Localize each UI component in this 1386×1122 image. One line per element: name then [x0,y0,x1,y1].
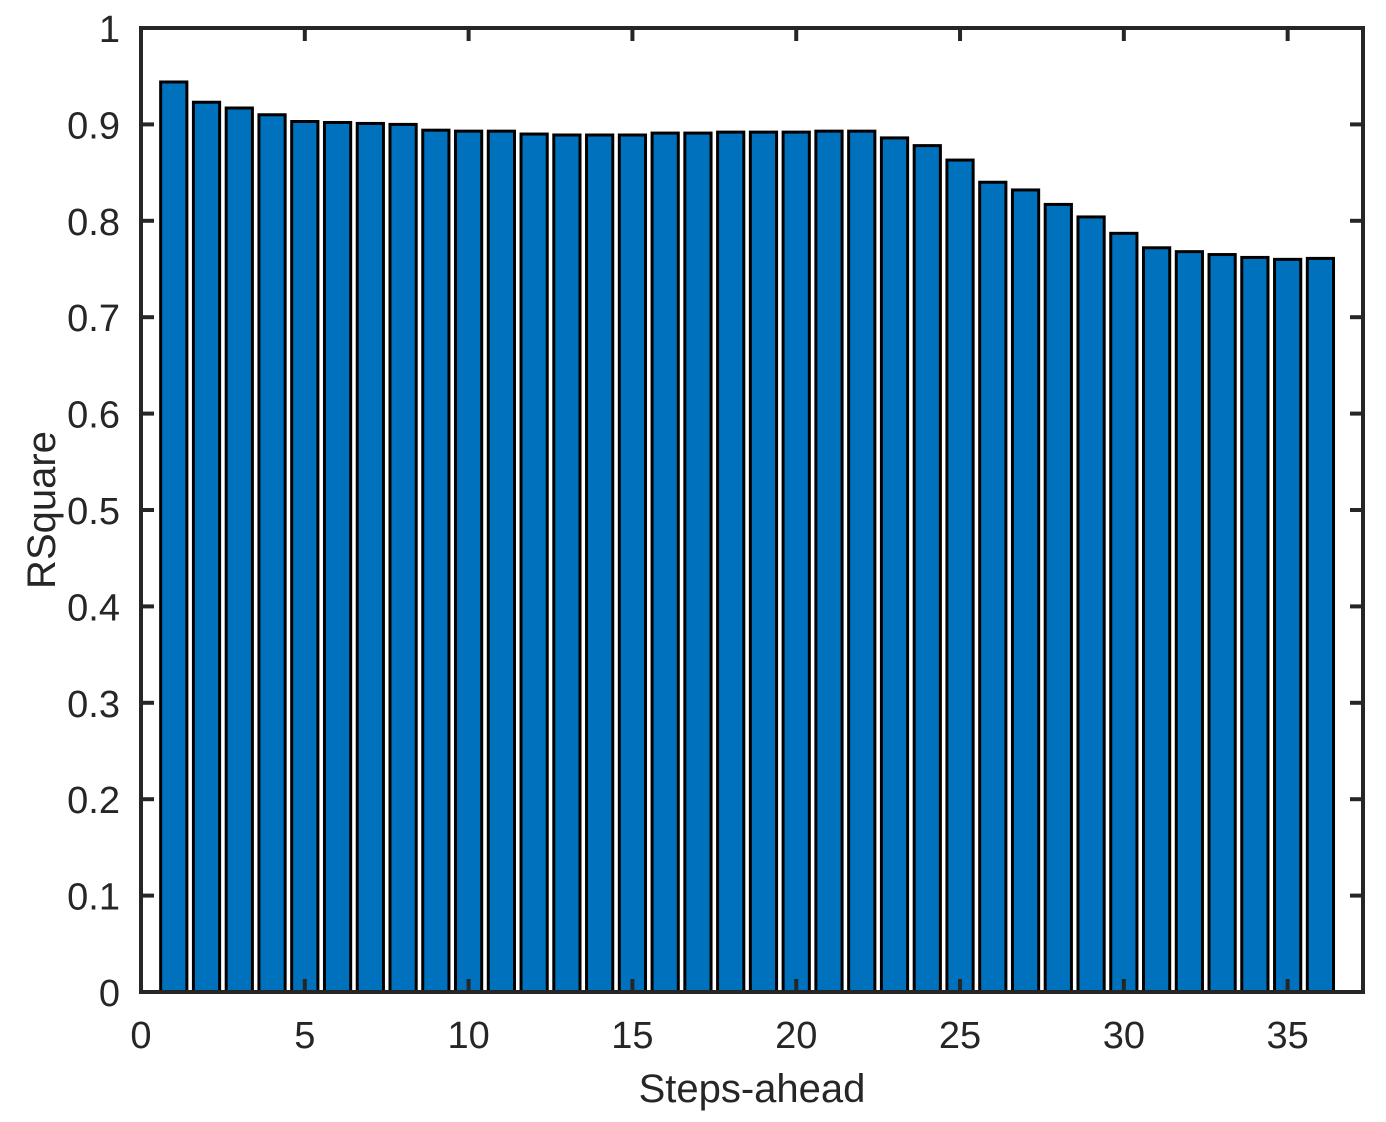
bar-step-29 [1076,215,1106,994]
y-tick-label: 0.5 [67,491,120,533]
bar-step-36 [1305,256,1336,994]
y-tick-label: 0.4 [67,587,120,629]
x-tick-label: 35 [1267,1015,1309,1057]
y-tick-label: 0.3 [67,684,120,726]
bar-step-6 [322,120,353,994]
y-axis-label: RSquare [20,431,64,589]
bar-step-9 [421,128,451,994]
y-tick-label: 0.9 [67,105,120,147]
bar-step-19 [748,130,779,994]
bar-step-27 [1010,188,1041,994]
tick-labels-layer: 0 5 10 15 20 25 30 35 0 0.1 0.2 0.3 0.4 0.5 0.6 0.7 0.8 0… [67,9,1309,1057]
bar-step-32 [1174,250,1204,994]
x-axis-label: Steps-ahead [639,1067,866,1111]
bar-step-15 [617,133,648,994]
y-tick-label: 0.6 [67,395,120,437]
bar-step-7 [355,121,385,994]
y-tick-label: 0 [99,973,120,1015]
bar-step-24 [912,144,942,994]
bar-step-18 [716,130,746,994]
x-tick-label: 10 [447,1015,489,1057]
bar-step-4 [257,113,287,994]
bar-step-17 [683,131,713,994]
bar-step-31 [1142,246,1172,994]
bar-step-23 [879,136,910,994]
bar-step-16 [650,131,680,994]
bar-step-2 [191,100,222,994]
bar-step-13 [552,133,582,994]
bar-step-12 [519,132,549,994]
bar-step-11 [486,129,516,994]
y-tick-label: 0.1 [67,877,120,919]
y-tick-label: 0.7 [67,298,120,340]
y-tick-label: 0.2 [67,780,120,822]
x-tick-label: 5 [294,1015,315,1057]
x-tick-label: 25 [939,1015,981,1057]
bars-layer [159,80,1336,994]
bar-step-22 [847,129,877,994]
bar-step-3 [224,106,254,994]
y-tick-label: 1 [99,9,120,51]
bar-step-26 [978,180,1008,994]
bar-step-10 [454,129,484,994]
bar-step-35 [1273,257,1303,994]
bar-step-1 [159,80,189,994]
x-tick-label: 30 [1103,1015,1145,1057]
bar-step-5 [290,120,320,994]
bar-step-28 [1043,202,1073,994]
x-tick-label: 0 [130,1015,151,1057]
bar-step-14 [585,133,615,994]
y-tick-label: 0.8 [67,202,120,244]
x-tick-label: 15 [611,1015,653,1057]
bar-step-25 [945,158,975,994]
bar-step-33 [1207,253,1237,994]
bar-step-21 [814,129,844,994]
ticks-layer [139,26,1363,994]
bar-step-34 [1240,255,1270,994]
bar-step-30 [1109,231,1139,994]
bar-step-20 [781,130,811,994]
x-tick-label: 20 [775,1015,817,1057]
bar-step-8 [388,122,418,994]
